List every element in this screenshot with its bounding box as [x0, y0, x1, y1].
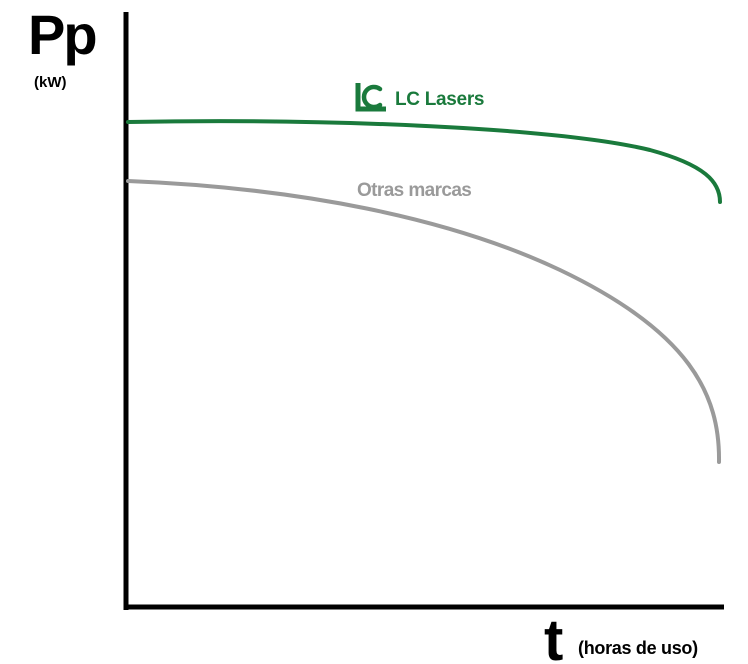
series-line-lc-lasers	[126, 119, 722, 204]
series-line-otras-marcas	[126, 179, 722, 464]
x-axis-title: t	[544, 608, 563, 664]
y-axis-title: Pp	[28, 3, 96, 66]
x-axis-unit: (horas de uso)	[578, 638, 698, 658]
y-axis-unit: (kW)	[34, 74, 67, 91]
lc-lasers-logo-icon	[355, 83, 386, 112]
series-label-lc-lasers: LC Lasers	[395, 89, 484, 110]
series-label-otras-marcas: Otras marcas	[357, 180, 471, 201]
